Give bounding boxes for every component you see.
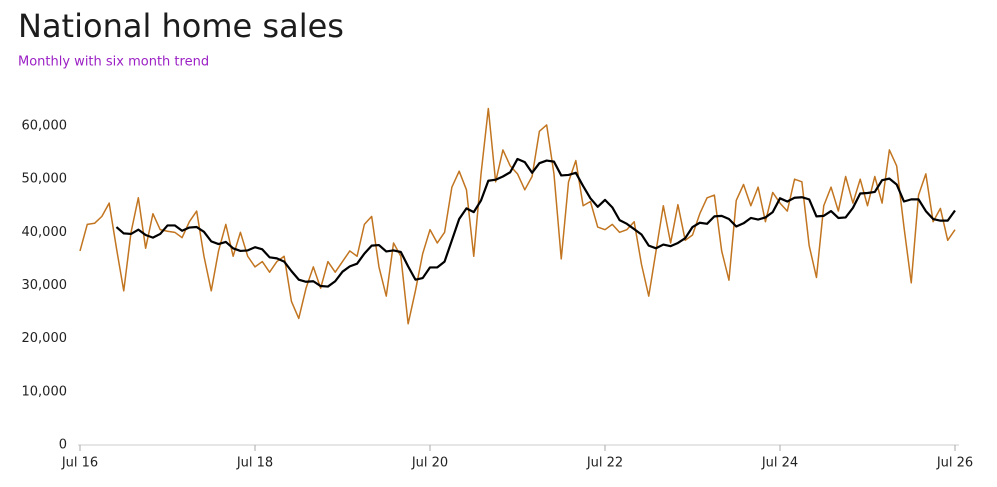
x-tick-label: Jul 20 xyxy=(411,456,448,471)
x-tick-label: Jul 22 xyxy=(586,456,623,471)
chart-subtitle: Monthly with six month trend xyxy=(18,55,209,70)
y-tick-label: 60,000 xyxy=(22,119,68,134)
x-tick-label: Jul 16 xyxy=(61,456,98,471)
y-tick-label: 20,000 xyxy=(22,331,68,346)
chart-title: National home sales xyxy=(18,7,344,45)
series-line xyxy=(115,157,956,288)
y-tick-label: 50,000 xyxy=(22,172,68,187)
y-tick-label: 10,000 xyxy=(22,384,68,399)
x-tick-label: Jul 24 xyxy=(761,456,798,471)
x-tick-label: Jul 18 xyxy=(236,456,273,471)
y-tick-label: 30,000 xyxy=(22,278,68,293)
series-line xyxy=(79,107,956,325)
y-tick-label: 40,000 xyxy=(22,225,68,240)
y-tick-label: 0 xyxy=(59,438,67,453)
x-tick-label: Jul 26 xyxy=(936,456,973,471)
